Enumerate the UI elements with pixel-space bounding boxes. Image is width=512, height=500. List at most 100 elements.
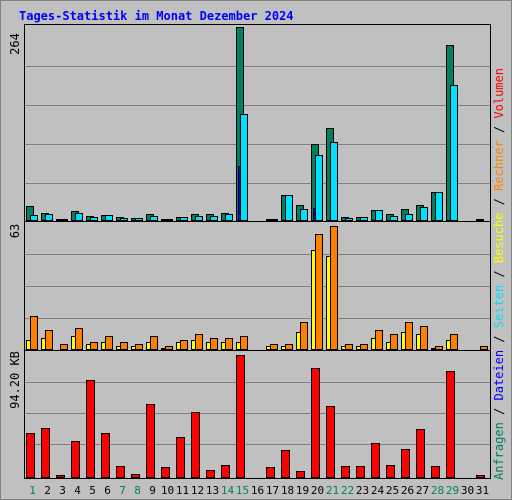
legend-besuche: Besuche xyxy=(492,213,506,264)
x-tick-label: 10 xyxy=(161,484,174,497)
bar-anfragen xyxy=(476,219,484,221)
bar-volumen xyxy=(41,428,50,478)
bar-rechner xyxy=(60,344,68,350)
bar-seiten xyxy=(300,209,308,221)
bar-rechner xyxy=(330,226,338,350)
bar-volumen xyxy=(221,465,230,478)
bar-rechner xyxy=(360,344,368,350)
bar-seiten xyxy=(30,215,38,221)
bar-volumen xyxy=(206,470,215,478)
bar-volumen xyxy=(476,475,485,478)
gridlines xyxy=(25,66,490,445)
y-max-label-middle: 63 xyxy=(8,224,22,238)
bar-seiten xyxy=(330,142,338,221)
legend-sep-5: / xyxy=(492,126,506,133)
bar-seiten xyxy=(90,217,98,221)
x-tick-label: 1 xyxy=(29,484,36,497)
y-max-label-top: 264 xyxy=(8,33,22,55)
x-tick-label: 11 xyxy=(176,484,189,497)
bar-rechner xyxy=(120,342,128,350)
bar-volumen xyxy=(386,465,395,478)
x-tick-label: 13 xyxy=(206,484,219,497)
bar-rechner xyxy=(45,330,53,350)
bar-seiten xyxy=(45,214,53,221)
legend-sep-4: / xyxy=(492,198,506,205)
chart-title: Tages-Statistik im Monat Dezember 2024 xyxy=(19,9,294,23)
x-tick-label: 18 xyxy=(281,484,294,497)
bar-seiten xyxy=(375,210,383,221)
bar-rechner xyxy=(75,328,83,350)
bar-seiten xyxy=(270,219,278,221)
bar-rechner xyxy=(405,322,413,350)
bar-seiten xyxy=(240,114,248,221)
bar-volumen xyxy=(116,466,125,478)
x-tick-label: 9 xyxy=(149,484,156,497)
bar-volumen xyxy=(176,437,185,478)
bar-seiten xyxy=(165,219,173,221)
y-max-label-bottom: 94.20 KB xyxy=(8,351,22,409)
legend-dateien: Dateien xyxy=(492,350,506,401)
bar-volumen xyxy=(341,466,350,478)
bar-volumen xyxy=(56,475,65,478)
legend-anfragen: Anfragen xyxy=(492,422,506,480)
legend-sep-2: / xyxy=(492,335,506,342)
x-tick-label: 30 xyxy=(461,484,474,497)
bar-volumen xyxy=(401,449,410,478)
x-tick-label: 24 xyxy=(371,484,385,497)
x-tick-label: 2 xyxy=(44,484,51,497)
bar-seiten xyxy=(420,207,428,221)
bar-seiten xyxy=(60,219,68,221)
bar-rechner xyxy=(240,336,248,350)
bar-volumen xyxy=(446,371,455,478)
bar-seiten xyxy=(225,214,233,221)
x-tick-label: 31 xyxy=(476,484,489,497)
legend-sep-1: / xyxy=(492,408,506,415)
bar-seiten xyxy=(405,214,413,221)
bar-rechner xyxy=(150,336,158,350)
bar-volumen xyxy=(326,406,335,478)
bar-volumen xyxy=(86,380,95,478)
bar-seiten xyxy=(75,213,83,221)
bar-seiten xyxy=(435,192,443,221)
x-tick-label: 8 xyxy=(134,484,141,497)
bar-rechner xyxy=(270,344,278,350)
bar-volumen xyxy=(281,450,290,478)
bar-rechner xyxy=(30,316,38,350)
x-tick-label: 25 xyxy=(386,484,399,497)
x-tick-label: 16 xyxy=(251,484,264,497)
x-axis-labels: 1 2 3 4 5 6 7 8 9 10 11 12 13 14 15 16 17 18 19 20 21 22 23 24 2… xyxy=(29,484,489,497)
bar-volumen xyxy=(266,467,275,478)
x-tick-label: 6 xyxy=(104,484,111,497)
bar-rechner xyxy=(135,344,143,350)
bar-volumen xyxy=(71,441,80,478)
bar-volumen xyxy=(431,466,440,478)
bar-rechner xyxy=(165,346,173,350)
x-tick-label: 14 xyxy=(221,484,235,497)
bar-seiten xyxy=(360,217,368,221)
bar-seiten xyxy=(345,218,353,221)
bar-volumen xyxy=(311,368,320,478)
x-tick-label: 19 xyxy=(296,484,309,497)
bar-seiten xyxy=(450,85,458,221)
bar-volumen xyxy=(101,433,110,478)
bar-rechner xyxy=(345,344,353,350)
bar-rechner xyxy=(225,338,233,350)
bar-rechner xyxy=(300,322,308,350)
x-tick-label: 21 xyxy=(326,484,339,497)
x-tick-label: 22 xyxy=(341,484,354,497)
x-tick-label: 20 xyxy=(311,484,324,497)
x-tick-label: 4 xyxy=(74,484,81,497)
bar-rechner xyxy=(480,346,488,350)
bar-marks xyxy=(26,27,488,478)
bar-seiten xyxy=(135,218,143,221)
legend-seiten: Seiten xyxy=(492,285,506,328)
bar-rechner xyxy=(180,340,188,350)
panel-top-frame xyxy=(24,24,491,222)
bar-volumen xyxy=(161,467,170,478)
x-tick-label: 17 xyxy=(266,484,279,497)
bar-seiten xyxy=(195,216,203,221)
legend-rechner: Rechner xyxy=(492,140,506,191)
